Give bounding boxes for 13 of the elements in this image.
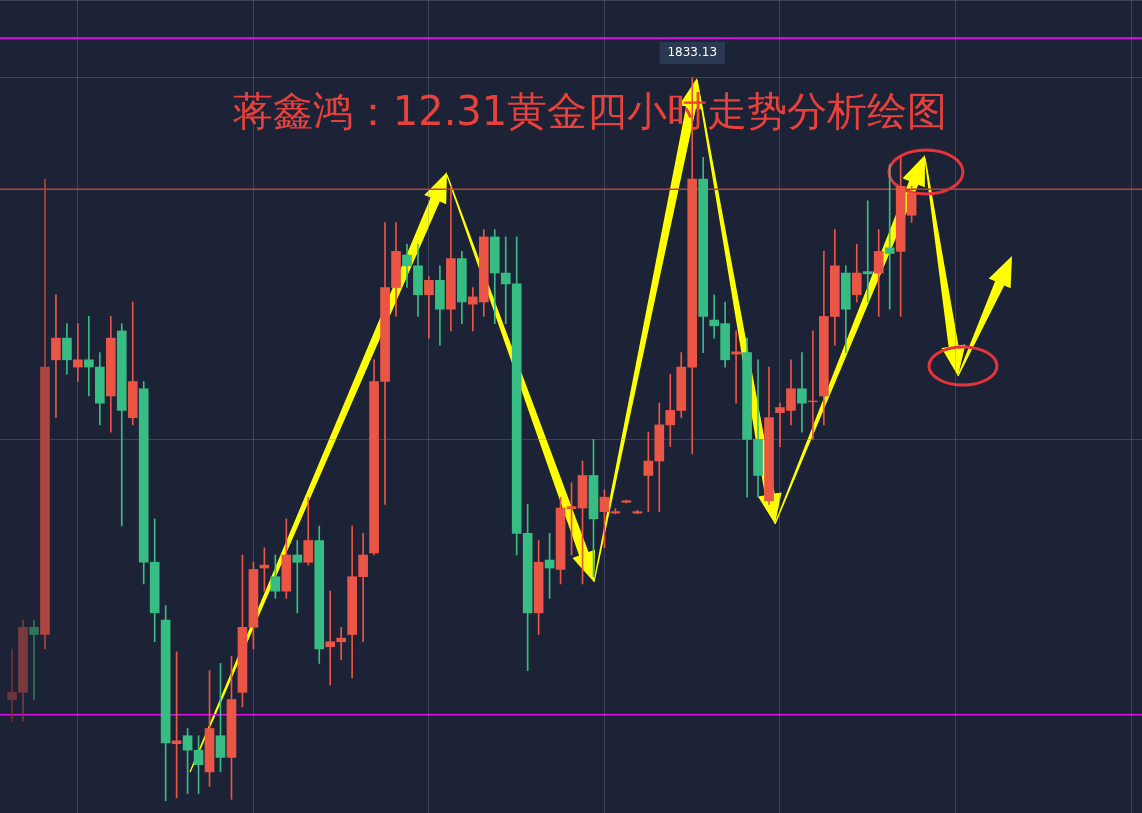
- candlestick: [884, 164, 895, 310]
- text: 1833.13: [667, 45, 718, 60]
- candlestick: [402, 243, 412, 288]
- candlestick: [292, 540, 303, 614]
- candlestick: [500, 236, 511, 325]
- candlestick: [862, 200, 873, 303]
- candlestick: [873, 229, 884, 317]
- candlestick: [797, 352, 807, 433]
- candlestick: [73, 323, 83, 382]
- candlestick: [51, 294, 61, 418]
- candlestick: [424, 276, 434, 339]
- candlestick: [29, 619, 39, 700]
- candlestick: [84, 316, 94, 397]
